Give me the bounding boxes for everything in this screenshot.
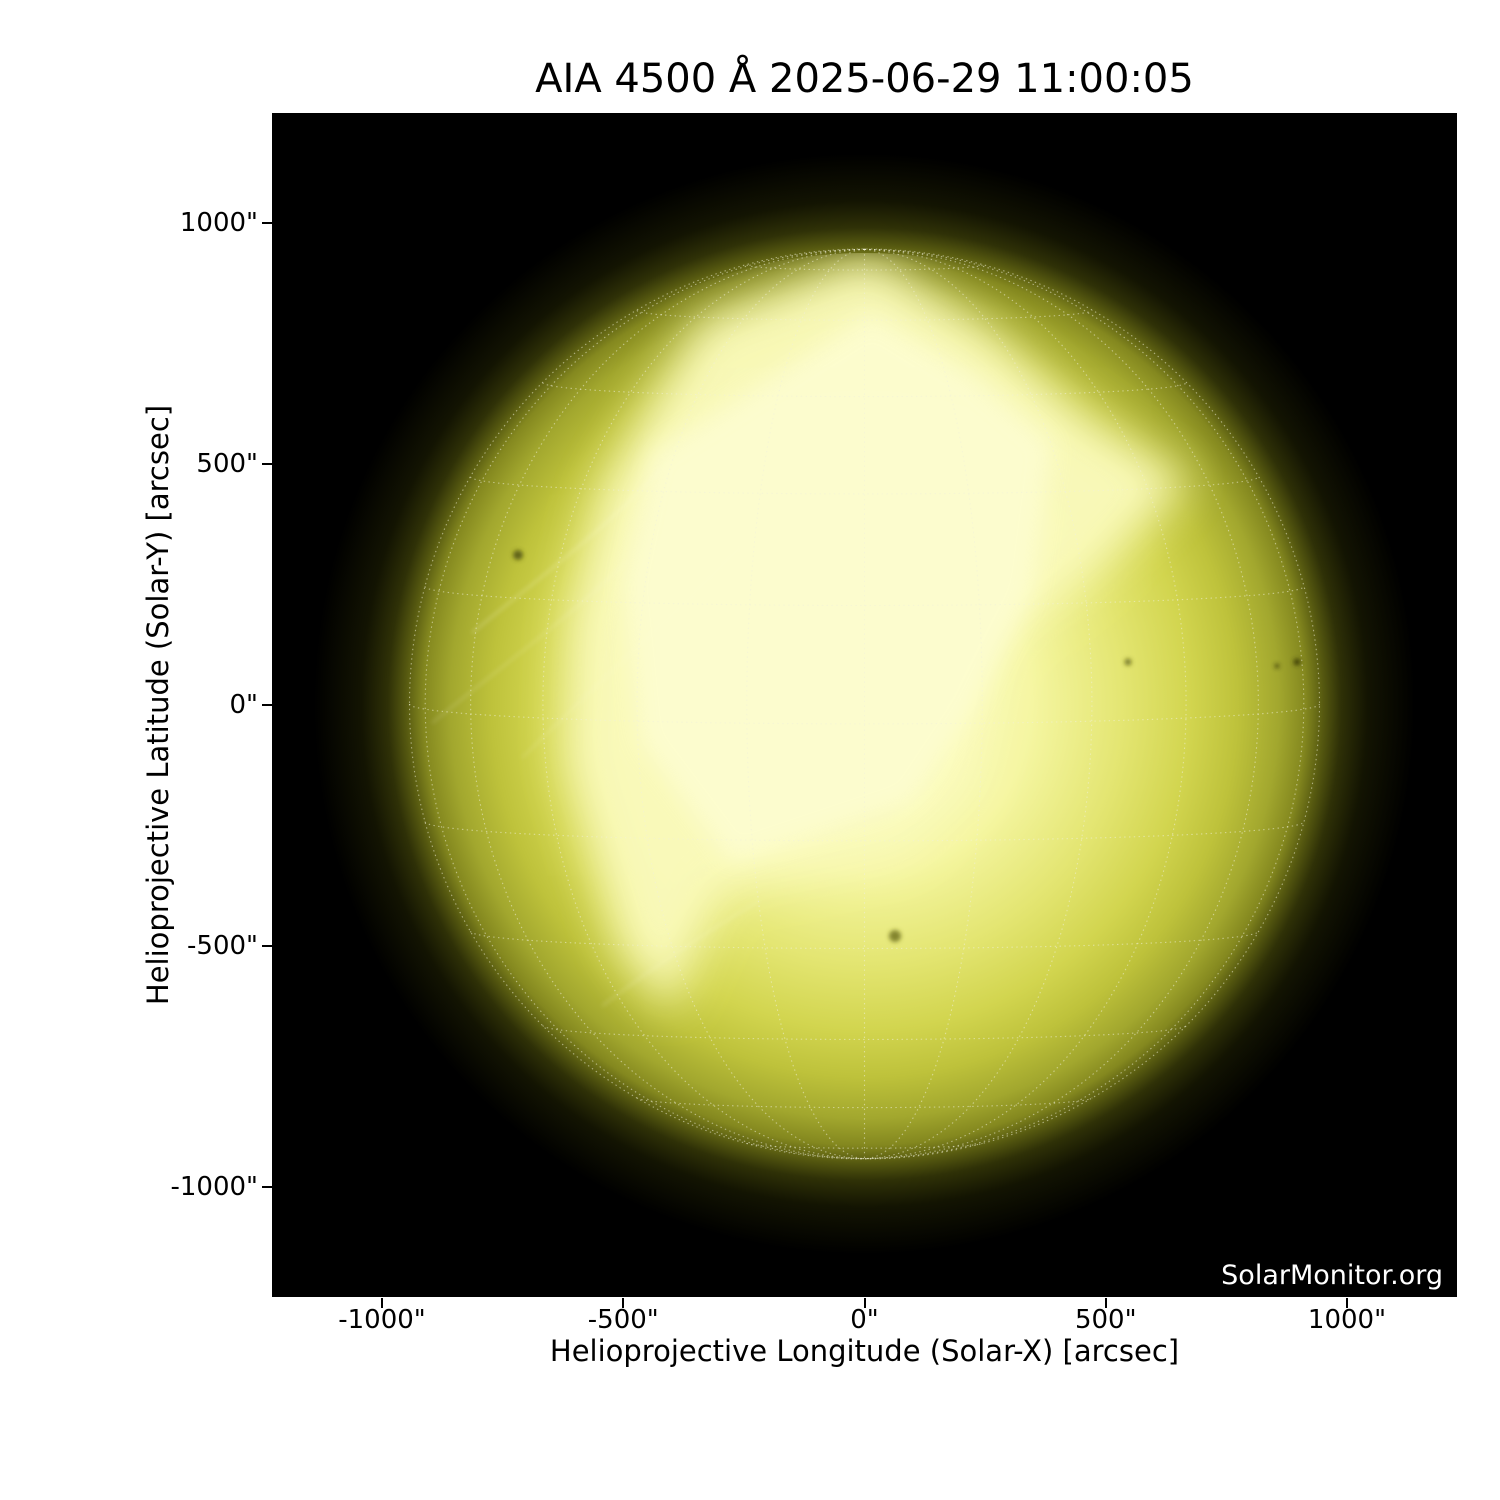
y-tick-label: 500" [196, 448, 258, 479]
sunspots [513, 550, 1301, 942]
x-tick-mark [381, 1298, 383, 1308]
x-tick-label: -500" [587, 1305, 659, 1335]
y-tick-mark [262, 462, 272, 465]
y-tick-label: 0" [229, 690, 258, 720]
x-tick-mark [622, 1298, 625, 1308]
figure-title: AIA 4500 Å 2025-06-29 11:00:05 [535, 56, 1194, 102]
bright-saturated-region [565, 255, 1190, 1010]
watermark: SolarMonitor.org [1221, 1260, 1443, 1291]
plot-area: SolarMonitor.org [272, 113, 1457, 1297]
y-tick-mark [262, 945, 272, 948]
x-tick-label: 1000" [1307, 1305, 1387, 1335]
heliographic-grid [408, 248, 1321, 1160]
x-tick-label: 0" [850, 1305, 879, 1335]
y-tick-label: -1000" [170, 1172, 258, 1203]
x-tick-mark [863, 1298, 866, 1308]
y-tick-label: -500" [187, 931, 258, 962]
y-tick-mark [262, 1186, 272, 1189]
x-tick-mark [1104, 1298, 1107, 1308]
x-axis-title: Helioprojective Longitude (Solar-X) [arc… [549, 1334, 1180, 1368]
y-tick-label: 1000" [179, 207, 258, 238]
x-tick-label: -1000" [338, 1305, 426, 1335]
x-tick-label: 500" [1074, 1305, 1137, 1335]
x-tick-mark [1345, 1298, 1348, 1308]
solar-disk-image [272, 113, 1457, 1297]
y-tick-mark [262, 704, 272, 706]
y-tick-mark [262, 221, 272, 224]
